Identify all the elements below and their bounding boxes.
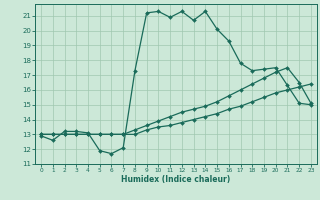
- X-axis label: Humidex (Indice chaleur): Humidex (Indice chaleur): [121, 175, 231, 184]
